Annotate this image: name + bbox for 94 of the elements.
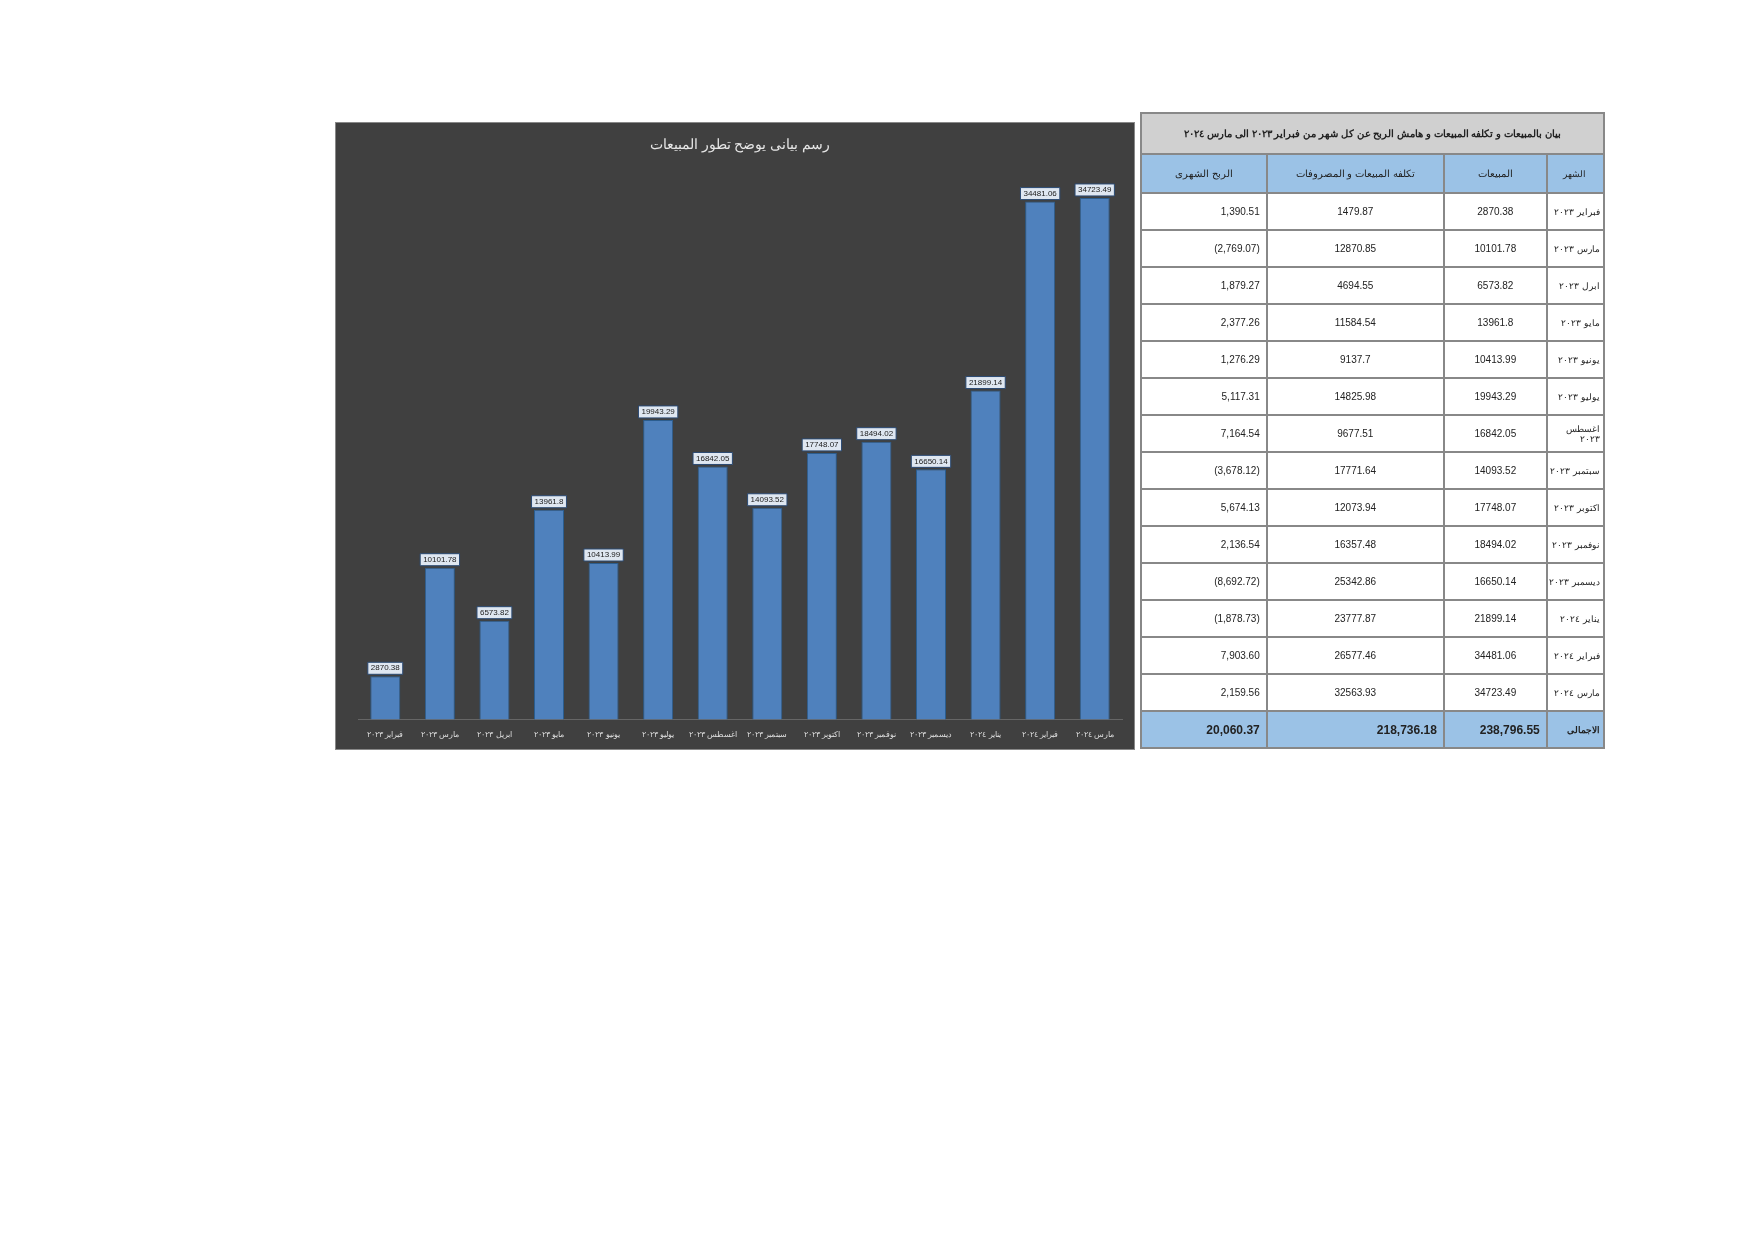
text: (2,769.07) [1141, 230, 1267, 267]
text: 1,390.51 [1141, 193, 1267, 230]
text: تكلفه المبيعات و المصروفات [1266, 154, 1444, 193]
x-tick-label: يوليو ٢٠٢٣ [642, 730, 675, 740]
text: 26577.46 [1266, 637, 1444, 674]
text: ابرل ٢٠٢٣ [1546, 267, 1604, 304]
text: (8,692.72) [1141, 563, 1267, 600]
text: نوفمبر ٢٠٢٣ [1546, 526, 1604, 563]
text: سبتمبر ٢٠٢٣ [1546, 452, 1604, 489]
text: 218,736.18 [1266, 711, 1444, 748]
text: 16357.48 [1266, 526, 1444, 563]
text: 10413.99 [1443, 341, 1547, 378]
data-label: 34481.06 [1023, 188, 1058, 198]
x-tick-label: فبراير ٢٠٢٤ [1022, 730, 1059, 740]
text: 34481.06 [1443, 637, 1547, 674]
text: 18494.02 [1443, 526, 1547, 563]
text: 4694.55 [1266, 267, 1444, 304]
text: 21899.14 [1443, 600, 1547, 637]
x-tick-label: مارس ٢٠٢٣ [420, 730, 459, 740]
text: مارس ٢٠٢٤ [1546, 674, 1604, 711]
data-label: 10413.99 [586, 550, 621, 560]
text: 17748.07 [1443, 489, 1547, 526]
data-label: 6573.82 [479, 607, 510, 617]
text: 10101.78 [1443, 230, 1547, 267]
text: اغسطس ٢٠٢٣ [1546, 415, 1604, 452]
text: الاجمالى [1546, 711, 1604, 748]
text: 7,164.54 [1141, 415, 1267, 452]
text: الشهر [1546, 154, 1604, 193]
x-tick-label: يونيو ٢٠٢٣ [587, 730, 620, 740]
text: 238,796.55 [1443, 711, 1547, 748]
text: بيان بالمبيعات و تكلفه المبيعات و هامش الربح عن كل شهر من فبراير ٢٠٢٣ الى مارس ٢٠٢٤ [1141, 113, 1604, 154]
data-label: 16650.14 [914, 456, 949, 466]
text: 12073.94 [1266, 489, 1444, 526]
data-label: 18494.02 [859, 428, 894, 438]
text: 16650.14 [1443, 563, 1547, 600]
data-label: 10101.78 [423, 554, 458, 564]
text: 2,377.26 [1141, 304, 1267, 341]
text: 5,674.13 [1141, 489, 1267, 526]
data-label: 16842.05 [696, 453, 730, 463]
text: 1,276.29 [1141, 341, 1267, 378]
data-label: 2870.38 [370, 663, 401, 673]
text: 9677.51 [1266, 415, 1444, 452]
x-tick-label: اكتوبر ٢٠٢٣ [803, 730, 840, 740]
data-label: 34723.49 [1078, 185, 1112, 195]
text: فبراير ٢٠٢٣ [1546, 193, 1604, 230]
text: 13961.8 [1443, 304, 1547, 341]
text: 5,117.31 [1141, 378, 1267, 415]
text: الربح الشهرى [1141, 154, 1267, 193]
text: يناير ٢٠٢٤ [1546, 600, 1604, 637]
data-label: 17748.07 [805, 440, 840, 450]
text: 12870.85 [1266, 230, 1444, 267]
text: 23777.87 [1266, 600, 1444, 637]
text: 1,879.27 [1141, 267, 1267, 304]
text: 20,060.37 [1141, 711, 1267, 748]
text: 11584.54 [1266, 304, 1444, 341]
text: 9137.7 [1266, 341, 1444, 378]
text: 25342.86 [1266, 563, 1444, 600]
x-tick-label: سبتمبر ٢٠٢٣ [747, 730, 788, 740]
data-label: 21899.14 [968, 377, 1003, 387]
x-tick-label: مارس ٢٠٢٤ [1075, 730, 1114, 740]
text: فبراير ٢٠٢٤ [1546, 637, 1604, 674]
text: 34723.49 [1443, 674, 1547, 711]
data-label: 14093.52 [750, 494, 785, 504]
text: 1479.87 [1266, 193, 1444, 230]
text: 6573.82 [1443, 267, 1547, 304]
text: 2870.38 [1443, 193, 1547, 230]
x-tick-label: يناير ٢٠٢٤ [970, 730, 1001, 740]
text: 17771.64 [1266, 452, 1444, 489]
data-label: 19943.29 [641, 407, 676, 417]
text: 7,903.60 [1141, 637, 1267, 674]
text: مايو ٢٠٢٣ [1546, 304, 1604, 341]
text: 16842.05 [1443, 415, 1547, 452]
x-tick-label: فبراير ٢٠٢٣ [367, 730, 404, 740]
x-tick-label: نوفمبر ٢٠٢٣ [856, 730, 897, 740]
x-tick-label: مايو ٢٠٢٣ [533, 730, 565, 740]
x-tick-label: اغسطس ٢٠٢٣ [688, 730, 737, 740]
chart-title: رسم بيانى يوضح تطور المبيعات [649, 136, 831, 154]
text: ديسمبر ٢٠٢٣ [1546, 563, 1604, 600]
x-tick-label: ابريل ٢٠٢٣ [477, 730, 512, 740]
text: (3,678.12) [1141, 452, 1267, 489]
text: مارس ٢٠٢٣ [1546, 230, 1604, 267]
text: يوليو ٢٠٢٣ [1546, 378, 1604, 415]
text: يونيو ٢٠٢٣ [1546, 341, 1604, 378]
text: 2,136.54 [1141, 526, 1267, 563]
text: 19943.29 [1443, 378, 1547, 415]
data-label: 13961.8 [534, 496, 565, 506]
text: 32563.93 [1266, 674, 1444, 711]
text: المبيعات [1443, 154, 1547, 193]
text: 14093.52 [1443, 452, 1547, 489]
x-tick-label: ديسمبر ٢٠٢٣ [909, 730, 953, 740]
text: (1,878.73) [1141, 600, 1267, 637]
text: 2,159.56 [1141, 674, 1267, 711]
text: 14825.98 [1266, 378, 1444, 415]
text: اكتوبر ٢٠٢٣ [1546, 489, 1604, 526]
